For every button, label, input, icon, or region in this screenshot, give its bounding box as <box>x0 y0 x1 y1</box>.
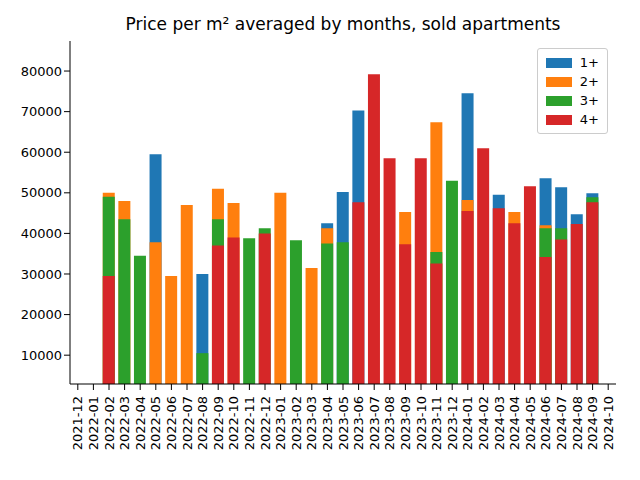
svg-text:2022-03: 2022-03 <box>117 396 132 450</box>
svg-text:2024-02: 2024-02 <box>476 396 491 450</box>
svg-text:2023-10: 2023-10 <box>414 396 429 450</box>
svg-text:2021-12: 2021-12 <box>70 396 85 450</box>
svg-text:2022-02: 2022-02 <box>102 396 117 450</box>
svg-text:2024-07: 2024-07 <box>554 396 569 450</box>
svg-text:2023-03: 2023-03 <box>304 396 319 450</box>
svg-text:2023-09: 2023-09 <box>398 396 413 450</box>
svg-text:2024-08: 2024-08 <box>570 396 585 450</box>
html-text:3+: 3+ <box>579 93 599 108</box>
svg-text:2022-09: 2022-09 <box>211 396 226 450</box>
svg-text:20000: 20000 <box>21 307 62 322</box>
svg-text:2024-05: 2024-05 <box>523 396 538 450</box>
svg-text:2023-05: 2023-05 <box>336 396 351 450</box>
svg-text:2024-10: 2024-10 <box>601 396 616 450</box>
svg-text:10000: 10000 <box>21 348 62 363</box>
html-text:1+: 1+ <box>579 55 599 70</box>
svg-text:2023-06: 2023-06 <box>351 396 366 450</box>
svg-text:2022-12: 2022-12 <box>258 396 273 450</box>
svg-text:2023-04: 2023-04 <box>320 396 335 450</box>
svg-text:2022-06: 2022-06 <box>164 396 179 450</box>
svg-text:50000: 50000 <box>21 185 62 200</box>
svg-text:2024-03: 2024-03 <box>492 396 507 450</box>
svg-text:2022-11: 2022-11 <box>242 396 257 450</box>
svg-text:2024-09: 2024-09 <box>585 396 600 450</box>
html-text:4+: 4+ <box>579 112 599 127</box>
svg-text:30000: 30000 <box>21 267 62 282</box>
svg-text:80000: 80000 <box>21 64 62 79</box>
svg-text:2022-07: 2022-07 <box>180 396 195 450</box>
svg-text:2023-08: 2023-08 <box>382 396 397 450</box>
html-text:Price per m² averaged by month: Price per m² averaged by months, sold ap… <box>125 14 561 34</box>
svg-text:2023-02: 2023-02 <box>289 396 304 450</box>
svg-text:2022-01: 2022-01 <box>86 396 101 450</box>
svg-text:2022-10: 2022-10 <box>226 396 241 450</box>
svg-text:2024-06: 2024-06 <box>538 396 553 450</box>
svg-text:2022-04: 2022-04 <box>133 396 148 450</box>
svg-text:70000: 70000 <box>21 104 62 119</box>
svg-text:2024-01: 2024-01 <box>460 396 475 450</box>
svg-text:2024-04: 2024-04 <box>507 396 522 450</box>
svg-text:2023-07: 2023-07 <box>367 396 382 450</box>
svg-text:40000: 40000 <box>21 226 62 241</box>
svg-text:2023-11: 2023-11 <box>429 396 444 450</box>
html-text:2+: 2+ <box>579 74 599 89</box>
svg-text:2022-08: 2022-08 <box>195 396 210 450</box>
svg-text:2022-05: 2022-05 <box>148 396 163 450</box>
svg-text:2023-01: 2023-01 <box>273 396 288 450</box>
svg-text:2023-12: 2023-12 <box>445 396 460 450</box>
svg-text:60000: 60000 <box>21 145 62 160</box>
